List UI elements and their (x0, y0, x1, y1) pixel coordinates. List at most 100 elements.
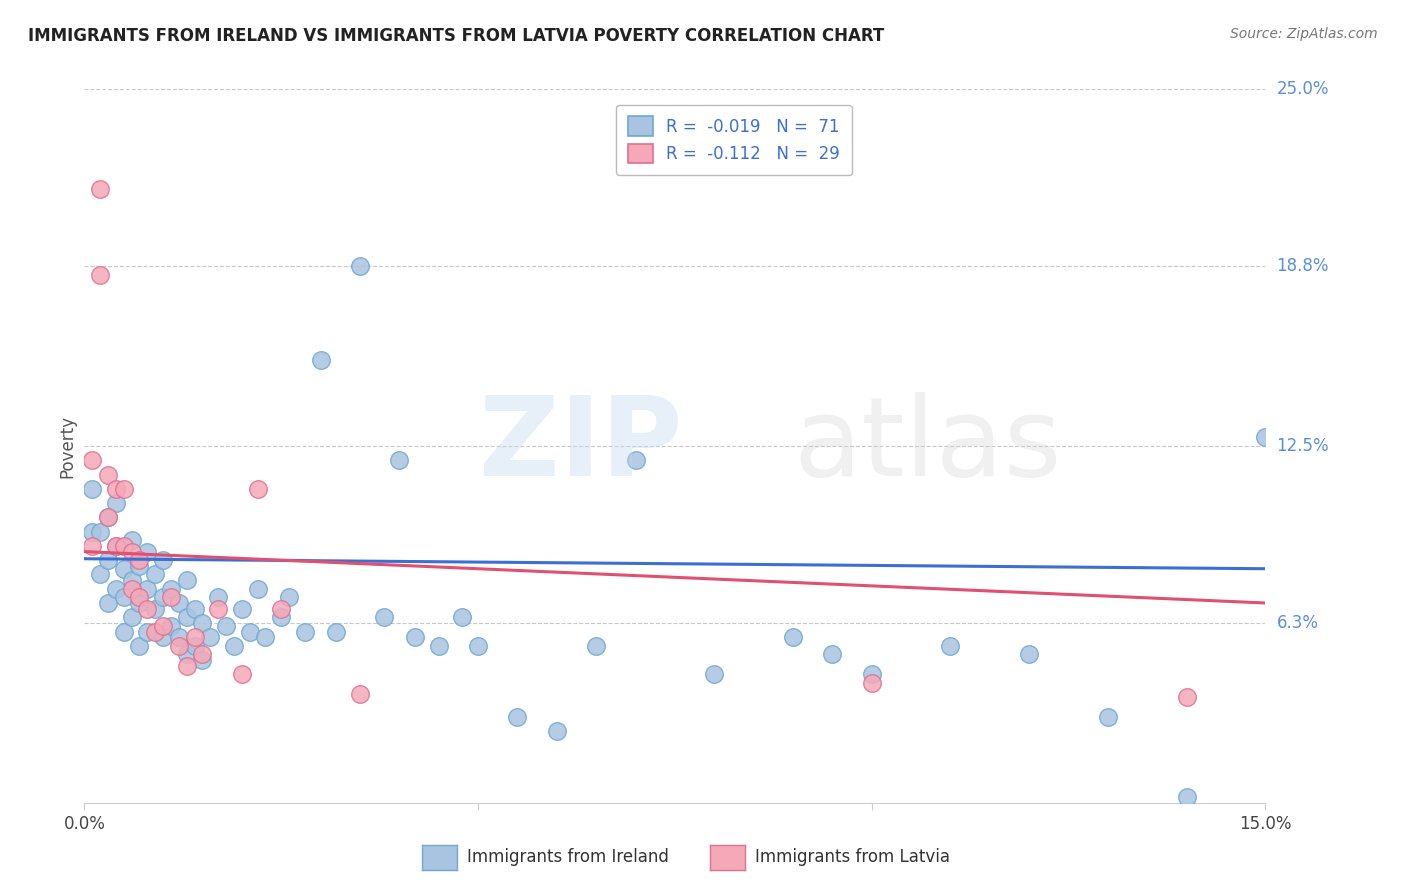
Point (191, 653, 214, 667)
Point (1254, 430, 1277, 444)
Point (215, 619, 238, 633)
Point (183, 639, 205, 653)
Point (624, 453, 647, 467)
Point (89, 268, 111, 282)
Point (231, 667, 253, 681)
Point (703, 667, 725, 681)
Point (349, 259, 371, 273)
Point (246, 482, 269, 496)
Point (82, 539, 104, 553)
Point (200, 630, 222, 644)
Point (183, 630, 205, 644)
Point (404, 630, 426, 644)
Point (176, 573, 198, 587)
Point (270, 610, 292, 624)
Point (160, 591, 183, 605)
Point (427, 639, 450, 653)
Point (128, 553, 150, 567)
Text: IMMIGRANTS FROM IRELAND VS IMMIGRANTS FROM LATVIA POVERTY CORRELATION CHART: IMMIGRANTS FROM IRELAND VS IMMIGRANTS FR… (28, 27, 884, 45)
Point (89, 567, 111, 582)
Point (128, 558, 150, 573)
Point (121, 544, 143, 558)
Point (152, 619, 174, 633)
Point (104, 482, 127, 496)
Text: 12.5%: 12.5% (1277, 437, 1329, 455)
Point (191, 648, 214, 662)
Point (167, 630, 190, 644)
Point (82, 524, 104, 539)
Point (82, 453, 104, 467)
Point (349, 687, 371, 701)
Point (152, 591, 174, 605)
Point (104, 539, 127, 553)
Point (112, 591, 135, 605)
Legend: R =  -0.019   N =  71, R =  -0.112   N =  29: R = -0.019 N = 71, R = -0.112 N = 29 (616, 104, 852, 175)
Point (143, 624, 166, 639)
Y-axis label: Poverty: Poverty (58, 415, 76, 477)
Point (546, 724, 568, 739)
Point (506, 710, 529, 724)
Point (585, 639, 607, 653)
Point (254, 630, 277, 644)
Point (89, 182, 111, 196)
Text: Immigrants from Ireland: Immigrants from Ireland (467, 848, 669, 866)
Point (231, 601, 253, 615)
Point (207, 591, 229, 605)
Point (152, 630, 174, 644)
Point (207, 601, 229, 615)
Text: 25.0%: 25.0% (1277, 80, 1329, 98)
Point (128, 591, 150, 605)
Point (136, 582, 159, 596)
Point (143, 601, 166, 615)
Point (1175, 690, 1198, 705)
Point (373, 610, 395, 624)
Text: Immigrants from Latvia: Immigrants from Latvia (755, 848, 950, 866)
Point (97, 596, 120, 610)
Point (191, 615, 214, 630)
Point (246, 582, 269, 596)
Point (160, 582, 183, 596)
Point (1018, 648, 1040, 662)
Point (821, 648, 844, 662)
Point (939, 639, 962, 653)
Point (176, 610, 198, 624)
Point (97, 467, 120, 482)
Point (121, 533, 143, 548)
Point (112, 482, 135, 496)
Point (152, 553, 174, 567)
Point (104, 496, 127, 510)
Point (309, 353, 332, 368)
Point (1097, 710, 1119, 724)
Point (294, 624, 316, 639)
Point (128, 639, 150, 653)
Point (451, 610, 474, 624)
Point (1175, 790, 1198, 805)
Point (121, 582, 143, 596)
Point (97, 510, 120, 524)
Point (112, 562, 135, 576)
Text: 18.8%: 18.8% (1277, 257, 1329, 275)
Point (176, 658, 198, 673)
Point (167, 596, 190, 610)
Point (104, 539, 127, 553)
Point (176, 648, 198, 662)
Text: atlas: atlas (793, 392, 1062, 500)
Point (467, 639, 489, 653)
Text: ZIP: ZIP (478, 392, 682, 500)
Point (112, 624, 135, 639)
Point (167, 639, 190, 653)
Point (82, 482, 104, 496)
Point (128, 596, 150, 610)
Point (270, 601, 292, 615)
Point (121, 610, 143, 624)
Point (782, 630, 804, 644)
Point (89, 524, 111, 539)
Point (183, 601, 205, 615)
Point (97, 553, 120, 567)
Point (136, 601, 159, 615)
Point (97, 510, 120, 524)
Point (860, 676, 883, 690)
Point (104, 582, 127, 596)
Point (143, 567, 166, 582)
Point (136, 544, 159, 558)
